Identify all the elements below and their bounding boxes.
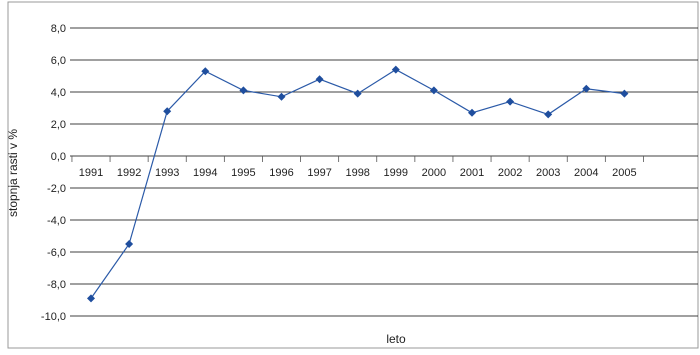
x-tick-label: 2001 (460, 167, 484, 179)
y-tick-label: -2,0 (47, 183, 66, 195)
data-point (544, 110, 553, 119)
series-line-path (90, 68, 625, 299)
y-tick-label: 6,0 (51, 55, 66, 67)
data-point (429, 86, 438, 95)
y-tick-label: 2,0 (51, 119, 66, 131)
x-tick-label: 1998 (345, 167, 369, 179)
x-tick-label: 1991 (79, 167, 103, 179)
chart-frame (7, 1, 699, 349)
y-tick-labels: 8,0 6,0 4,0 2,0 0,0 -2,0 -4,0 -6,0 -8,0 -10,0 (41, 23, 66, 323)
gridlines (70, 27, 698, 317)
y-tick-label: 8,0 (51, 23, 66, 35)
y-tick-label: -6,0 (47, 247, 66, 259)
data-point (201, 67, 210, 76)
x-tick-label: 1993 (155, 167, 179, 179)
x-tick-label: 1995 (231, 167, 255, 179)
data-point (277, 92, 286, 101)
x-tick-labels: 1991 1992 1993 1994 1995 1996 1997 1998 1999 2000… (79, 167, 637, 179)
x-tick-label: 2005 (612, 167, 636, 179)
x-tick-label: 2002 (498, 167, 522, 179)
series-markers (87, 65, 629, 303)
y-tick-label: 4,0 (51, 87, 66, 99)
data-point (620, 89, 629, 98)
data-point (239, 86, 248, 95)
data-point (506, 97, 515, 106)
x-tick-label: 1994 (193, 167, 217, 179)
y-tick-label: -4,0 (47, 215, 66, 227)
x-tick-label: 2004 (574, 167, 598, 179)
data-point (468, 108, 476, 117)
data-point (353, 89, 362, 98)
data-point (315, 75, 324, 84)
x-tick-label: 1999 (384, 167, 408, 179)
y-axis-title: stopnja rasti v % (6, 129, 20, 217)
x-axis-title: leto (386, 332, 406, 346)
x-tick-label: 1997 (307, 167, 331, 179)
series-line (90, 68, 625, 299)
y-tick-label: 0,0 (51, 151, 66, 163)
data-point (582, 84, 591, 93)
x-tick-label: 1992 (117, 167, 141, 179)
data-point (125, 240, 134, 248)
x-tick-label: 1996 (269, 167, 293, 179)
data-point (87, 294, 95, 303)
y-tick-label: -10,0 (41, 311, 66, 323)
x-tick-label: 2000 (422, 167, 446, 179)
data-point (163, 107, 172, 116)
y-tick-label: -8,0 (47, 279, 66, 291)
data-point (391, 65, 400, 74)
x-tick-label: 2003 (536, 167, 560, 179)
